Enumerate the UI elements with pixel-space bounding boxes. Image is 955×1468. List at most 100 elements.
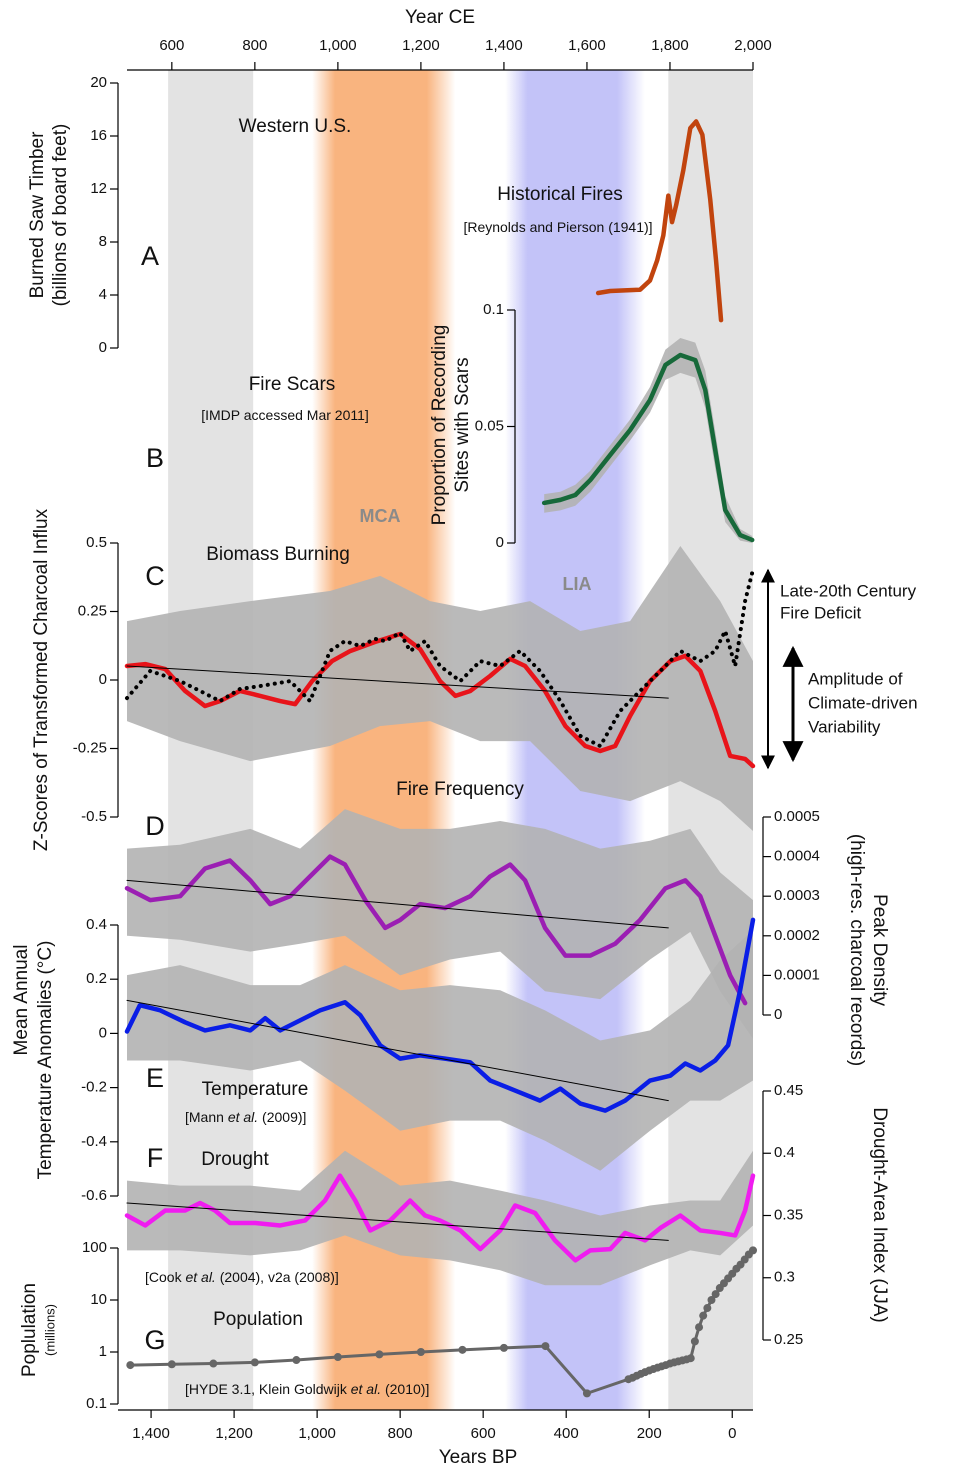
series-marker [416, 1348, 425, 1356]
period-label: MCA [360, 506, 401, 526]
panel-letter: C [145, 561, 165, 591]
panel-title: Fire Frequency [396, 779, 524, 800]
y-tick-label: -0.5 [81, 808, 107, 825]
y-tick-label: 20 [90, 74, 107, 91]
panel-title: Fire Scars [249, 374, 336, 395]
y-tick-label: 0 [99, 671, 107, 688]
annotation: Amplitude of [808, 669, 903, 688]
y-tick-label: 4 [99, 286, 107, 303]
y-tick-label: -0.25 [73, 739, 107, 756]
annotation: Variability [808, 717, 881, 736]
source-part: [Reynolds and Pierson (1941)] [463, 219, 652, 235]
y-axis-title: Proportion of Recording [429, 325, 450, 526]
series-marker [703, 1304, 712, 1313]
source-part: (2009)] [258, 1109, 306, 1125]
series-line [125, 570, 755, 749]
source-part: [Mann [185, 1109, 228, 1125]
y-tick-label: 0.4 [774, 1144, 795, 1161]
series-marker [749, 1246, 757, 1255]
y-tick-label: 0 [496, 534, 504, 551]
source-citation: [Reynolds and Pierson (1941)] [463, 219, 652, 235]
series-marker [375, 1350, 384, 1359]
series-line [126, 999, 669, 1102]
series-marker [250, 1358, 259, 1367]
panel-title: Western U.S. [239, 116, 352, 137]
y-tick-label: 0.0001 [774, 966, 820, 983]
series-line [126, 879, 669, 929]
series-marker [499, 1343, 508, 1352]
y-tick-label: 0.2 [86, 970, 107, 987]
x2-tick-label: 1,200 [402, 37, 440, 54]
series-marker [686, 1354, 695, 1363]
panel-subtitle: Historical Fires [497, 184, 623, 205]
source-citation: [Mann et al. (2009)] [185, 1109, 306, 1125]
panel-title: Biomass Burning [206, 544, 350, 565]
y-tick-label: 0.4 [86, 916, 107, 933]
source-part: et al. [185, 1269, 215, 1285]
y-tick-label: -0.2 [81, 1079, 107, 1096]
y-tick-label: -0.6 [81, 1187, 107, 1204]
x2-tick-label: 1,400 [485, 37, 523, 54]
period-label: LIA [563, 574, 592, 594]
panel-letter: D [145, 811, 165, 841]
series-marker [707, 1296, 716, 1304]
x-axis-title: Years BP [439, 1447, 518, 1468]
x-tick-label: 600 [471, 1425, 496, 1442]
series-marker [209, 1359, 218, 1368]
series-marker [333, 1353, 342, 1362]
y-tick-label: 0 [99, 339, 107, 356]
panel-letter: A [141, 241, 159, 271]
annotation: Climate-driven [808, 693, 918, 712]
panel-letter: B [146, 443, 164, 473]
y-axis-title: Poplulation [19, 1283, 40, 1377]
y-tick-label: 0.0003 [774, 887, 820, 904]
series-marker [292, 1356, 301, 1365]
source-part: [IMDP accessed Mar 2011] [201, 407, 369, 423]
y-axis-title: Temperature Anomalies (°C) [35, 941, 56, 1180]
x2-tick-label: 800 [242, 37, 267, 54]
y-tick-label: 0.25 [78, 602, 107, 619]
y-axis-title: Sites with Scars [452, 357, 473, 492]
series-line [126, 665, 669, 699]
y-axis-title: Z-Scores of Transformed Charcoal Influx [31, 508, 52, 851]
x-tick-label: 1,200 [215, 1425, 253, 1442]
uncertainty-envelope [127, 930, 753, 1171]
series-marker [711, 1290, 720, 1299]
y-tick-label: 0 [774, 1006, 782, 1023]
y-tick-label: 0.1 [483, 301, 504, 318]
y-tick-label: 0.0004 [774, 848, 820, 865]
series-marker [690, 1337, 699, 1346]
x-tick-label: 400 [554, 1425, 579, 1442]
annotation: Late-20th Century [780, 581, 917, 600]
series-line [595, 119, 724, 323]
x-tick-label: 1,400 [132, 1425, 170, 1442]
series-line [541, 352, 755, 543]
source-part: (2004), v2a (2008)] [216, 1269, 339, 1285]
source-part: [Cook [145, 1269, 185, 1285]
source-citation: [Cook et al. (2004), v2a (2008)] [145, 1269, 339, 1285]
y-tick-label: 1 [99, 1343, 107, 1360]
x-tick-label: 800 [388, 1425, 413, 1442]
y-axis-title: (high-res. charcoal records) [846, 834, 867, 1066]
y-axis-title: Peak Density [869, 894, 890, 1006]
source-part: et al. [228, 1109, 258, 1125]
panel-title: Temperature [202, 1079, 309, 1100]
source-part: (2010)] [381, 1381, 429, 1397]
panel-letter: G [144, 1325, 165, 1355]
y-tick-label: 0.5 [86, 534, 107, 551]
source-part: [HYDE 3.1, Klein Goldwijk [185, 1381, 351, 1397]
series-marker [541, 1342, 550, 1351]
y-tick-label: 0.1 [86, 1395, 107, 1412]
panel-letter: E [146, 1063, 164, 1093]
y-tick-label: 0.0005 [774, 808, 820, 825]
y-axis-title: Mean Annual [11, 945, 32, 1056]
series-marker [458, 1345, 467, 1354]
x2-tick-label: 1,600 [568, 37, 606, 54]
y-tick-label: 12 [90, 180, 107, 197]
y-tick-label: 0 [99, 1024, 107, 1041]
y-axis-title: Burned Saw Timber [27, 131, 48, 299]
y-tick-label: 10 [90, 1291, 107, 1308]
y-tick-label: 8 [99, 233, 107, 250]
series-marker [699, 1311, 708, 1320]
